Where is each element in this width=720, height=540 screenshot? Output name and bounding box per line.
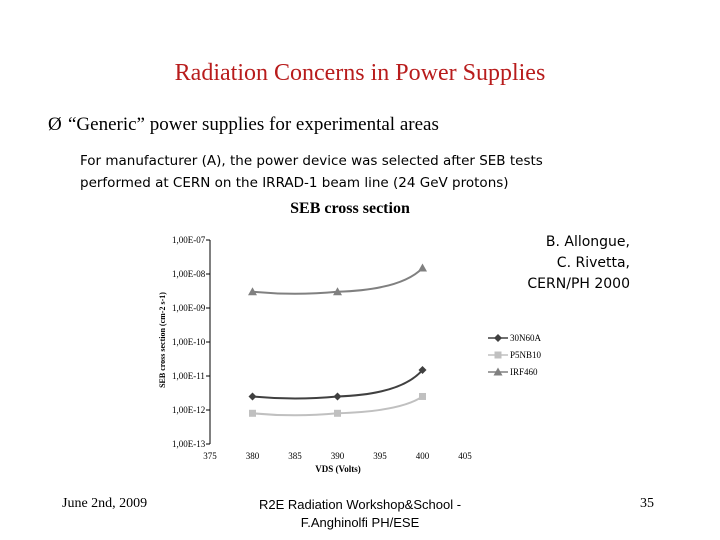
chart-title: SEB cross section [290,200,410,217]
credit-line-1: B. Allongue, [545,234,630,250]
legend-item-IRF460: IRF460 [488,367,538,377]
x-tick-label: 380 [246,451,260,461]
y-tick-label: 1,00E-11 [172,371,205,381]
x-tick-label: 390 [331,451,345,461]
chart-axes [206,239,211,445]
x-tick-label: 395 [373,451,387,461]
x-tick-label: 385 [288,451,302,461]
description: For manufacturer (A), the power device w… [80,150,640,194]
y-tick-label: 1,00E-12 [172,405,205,415]
legend-label: P5NB10 [510,350,542,360]
data-point [248,392,257,401]
data-point [333,287,342,296]
y-tick-label: 1,00E-07 [172,235,206,245]
y-tick-label: 1,00E-09 [172,303,206,313]
footer-center-line-2: F.Anghinolfi PH/ESE [300,515,420,530]
y-tick-label: 1,00E-13 [172,439,206,449]
credit-line-2: C. Rivetta, [556,255,630,271]
legend-item-P5NB10: P5NB10 [488,350,542,360]
x-tick-labels: 375 380 385 390 395 400 405 [203,451,472,461]
credit: B. Allongue, C. Rivetta, CERN/PH 2000 [500,232,630,295]
legend-label: IRF460 [510,367,538,377]
legend-marker [493,367,503,376]
y-tick-label: 1,00E-08 [172,269,206,279]
series-30N60A [248,366,427,401]
data-point [418,263,427,272]
chart-series [248,263,427,417]
description-line-1: For manufacturer (A), the power device w… [80,153,543,169]
bullet-item: Ø “Generic” power supplies for experiment… [48,114,439,136]
series-IRF460 [248,263,427,296]
x-tick-label: 375 [203,451,217,461]
x-tick-label: 400 [416,451,430,461]
footer-date: June 2nd, 2009 [62,496,148,511]
page-number: 35 [640,496,654,511]
credit-line-3: CERN/PH 2000 [527,276,630,292]
x-axis-label: VDS (Volts) [315,464,360,474]
footer-center: R2E Radiation Workshop&School - F.Anghin… [240,496,480,532]
legend-item-30N60A: 30N60A [488,333,541,343]
description-line-2: performed at CERN on the IRRAD-1 beam li… [80,175,509,191]
legend-label: 30N60A [510,333,541,343]
arrow-bullet-icon: Ø [48,114,62,135]
data-point [249,409,256,417]
bullet-text: “Generic” power supplies for experimenta… [68,114,439,135]
data-point [248,287,257,296]
data-point [418,366,427,375]
chart-legend: 30N60A P5NB10 IRF460 [488,333,542,377]
slide-title: Radiation Concerns in Power Supplies [174,60,546,86]
legend-marker [494,351,502,359]
y-tick-label: 1,00E-10 [172,337,206,347]
x-tick-label: 405 [458,451,472,461]
y-axis-label: SEB cross section (cm-2 s-1) [158,292,167,388]
series-P5NB10 [249,392,426,417]
legend-marker [494,334,502,342]
data-point [334,409,341,417]
data-point [333,392,342,401]
footer-center-line-1: R2E Radiation Workshop&School - [258,497,462,512]
y-tick-labels: 1,00E-07 1,00E-08 1,00E-09 1,00E-10 1,00E-11… [172,235,206,449]
data-point [419,392,426,400]
